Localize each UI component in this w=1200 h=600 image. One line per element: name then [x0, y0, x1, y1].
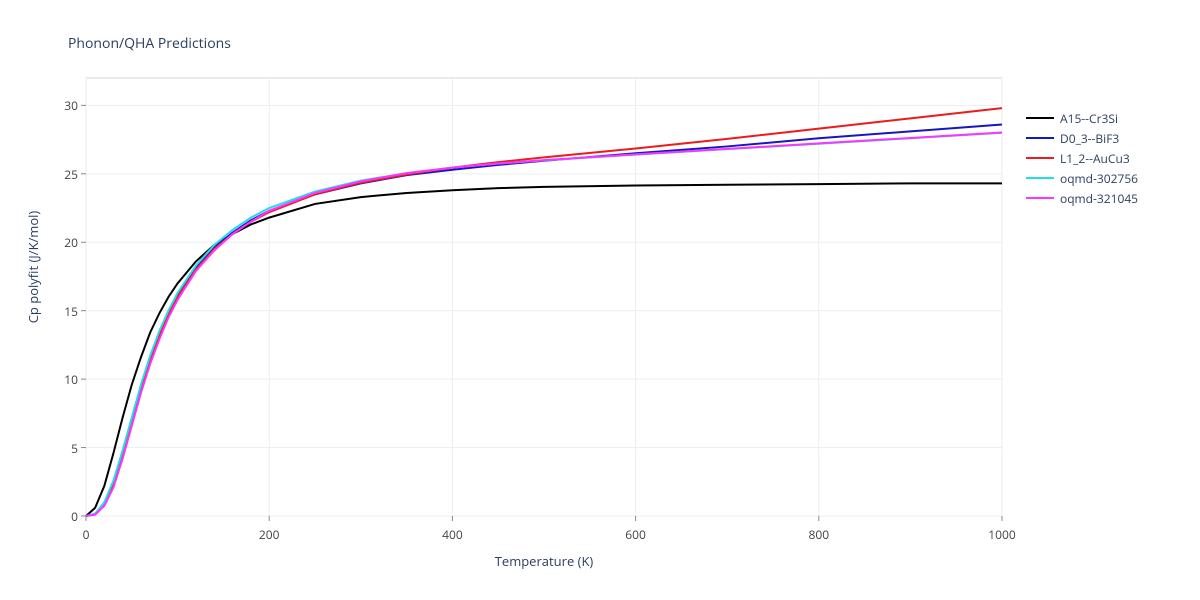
chart-plot: [0, 0, 1200, 600]
x-tick: 1000: [987, 526, 1017, 543]
legend-swatch: [1026, 157, 1054, 159]
legend-swatch: [1026, 137, 1054, 139]
x-tick: 600: [621, 526, 651, 543]
x-tick: 0: [71, 526, 101, 543]
y-tick: 10: [48, 371, 78, 388]
legend-item[interactable]: D0_3--BiF3: [1026, 128, 1138, 148]
legend-item[interactable]: oqmd-321045: [1026, 188, 1138, 208]
legend-item[interactable]: L1_2--AuCu3: [1026, 148, 1138, 168]
legend-label: oqmd-321045: [1060, 190, 1138, 207]
legend-label: L1_2--AuCu3: [1060, 150, 1130, 167]
x-tick: 800: [804, 526, 834, 543]
y-tick: 5: [48, 440, 78, 457]
legend-label: A15--Cr3Si: [1060, 110, 1118, 127]
y-tick: 15: [48, 303, 78, 320]
legend-swatch: [1026, 197, 1054, 199]
legend-item[interactable]: A15--Cr3Si: [1026, 108, 1138, 128]
y-tick: 0: [48, 508, 78, 525]
legend-label: oqmd-302756: [1060, 170, 1138, 187]
legend-item[interactable]: oqmd-302756: [1026, 168, 1138, 188]
legend: A15--Cr3Si D0_3--BiF3 L1_2--AuCu3 oqmd-3027…: [1026, 108, 1138, 208]
legend-label: D0_3--BiF3: [1060, 130, 1119, 147]
y-tick: 20: [48, 234, 78, 251]
legend-swatch: [1026, 117, 1054, 119]
y-tick: 25: [48, 166, 78, 183]
x-tick: 200: [254, 526, 284, 543]
x-tick: 400: [437, 526, 467, 543]
legend-swatch: [1026, 177, 1054, 179]
y-tick: 30: [48, 97, 78, 114]
